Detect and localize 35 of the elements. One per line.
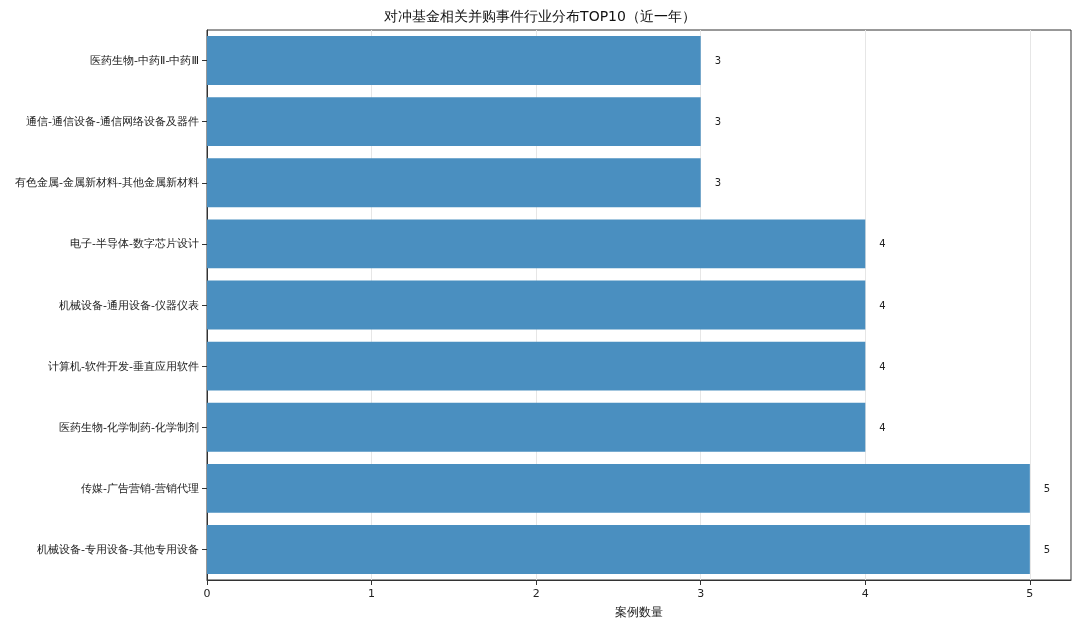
bar — [207, 280, 866, 330]
bar — [207, 158, 701, 208]
x-tick-label: 0 — [203, 587, 211, 600]
x-tick-label: 4 — [861, 587, 869, 600]
data-label: 4 — [879, 238, 886, 250]
y-tick-label: 通信-通信设备-通信网络设备及器件 — [26, 115, 199, 129]
x-tick-label: 5 — [1026, 587, 1034, 600]
bar — [207, 97, 701, 147]
y-tick-label: 机械设备-专用设备-其他专用设备 — [37, 542, 199, 556]
bar — [207, 36, 701, 85]
y-tick-label: 医药生物-化学制药-化学制剂 — [59, 420, 199, 434]
y-tick-label: 传媒-广告营销-营销代理 — [81, 481, 199, 495]
data-label: 4 — [879, 421, 886, 433]
data-label: 3 — [714, 55, 722, 67]
x-tick-label: 1 — [368, 587, 376, 600]
data-label: 5 — [1043, 543, 1051, 555]
chart-title: 对冲基金相关并购事件行业分布TOP10（近一年） — [384, 8, 696, 24]
data-label: 3 — [714, 177, 722, 189]
y-tick-label: 机械设备-通用设备-仪器仪表 — [59, 298, 199, 312]
data-label: 3 — [714, 116, 722, 128]
x-tick-label: 2 — [532, 587, 540, 600]
y-tick-label: 电子-半导体-数字芯片设计 — [70, 237, 199, 251]
x-tick-label: 3 — [697, 587, 705, 600]
bar — [207, 341, 866, 391]
data-label: 5 — [1043, 482, 1051, 494]
x-axis-title: 案例数量 — [615, 605, 663, 619]
bar — [207, 219, 866, 269]
y-tick-label: 医药生物-中药Ⅱ-中药Ⅲ — [90, 54, 199, 68]
y-tick-label: 计算机-软件开发-垂直应用软件 — [48, 359, 199, 373]
bar — [207, 525, 1030, 574]
data-label: 4 — [879, 360, 886, 372]
bar — [207, 402, 866, 452]
y-tick-label: 有色金属-金属新材料-其他金属新材料 — [15, 176, 199, 190]
data-label: 4 — [879, 299, 886, 311]
bar — [207, 463, 1030, 513]
